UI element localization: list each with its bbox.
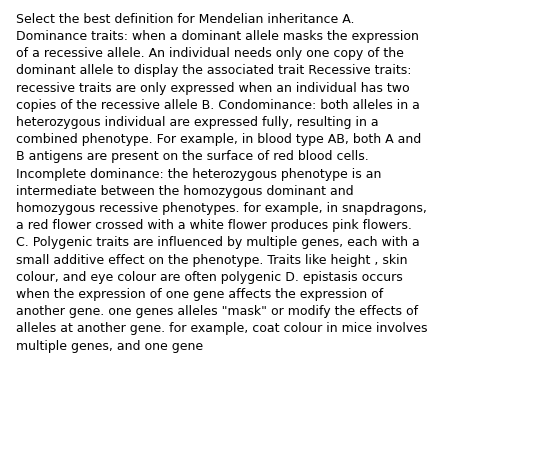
Text: Select the best definition for Mendelian inheritance A.
Dominance traits: when a: Select the best definition for Mendelian… <box>16 13 427 352</box>
